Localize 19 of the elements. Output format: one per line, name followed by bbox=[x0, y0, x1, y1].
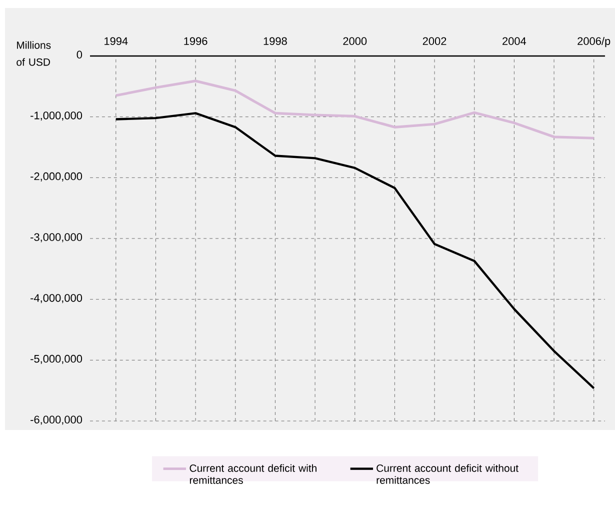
legend-label: Current account deficit with remittances bbox=[190, 464, 316, 484]
legend-label: Current account deficit without remittances bbox=[376, 464, 518, 484]
y-tick-label: -3,000,000 bbox=[30, 233, 82, 242]
y-tick-label: 0 bbox=[76, 50, 82, 58]
x-tick-label: 2006/p bbox=[578, 36, 610, 48]
x-tick-label: 2000 bbox=[343, 37, 367, 45]
y-axis-title: Millions of USD bbox=[16, 41, 51, 66]
x-tick-label: 1994 bbox=[104, 37, 128, 45]
line-series bbox=[114, 112, 595, 390]
y-tick-label: -6,000,000 bbox=[30, 416, 82, 425]
y-tick-label: -2,000,000 bbox=[30, 172, 82, 182]
x-tick-label: 1996 bbox=[184, 37, 208, 45]
y-tick-label: -5,000,000 bbox=[30, 354, 82, 364]
line-series bbox=[114, 80, 596, 140]
y-tick-label: -1,000,000 bbox=[30, 112, 82, 121]
x-tick-label: 2002 bbox=[422, 37, 446, 45]
x-tick-label: 2004 bbox=[502, 37, 526, 45]
y-tick-label: -4,000,000 bbox=[30, 294, 82, 304]
x-tick-label: 1998 bbox=[264, 37, 287, 45]
